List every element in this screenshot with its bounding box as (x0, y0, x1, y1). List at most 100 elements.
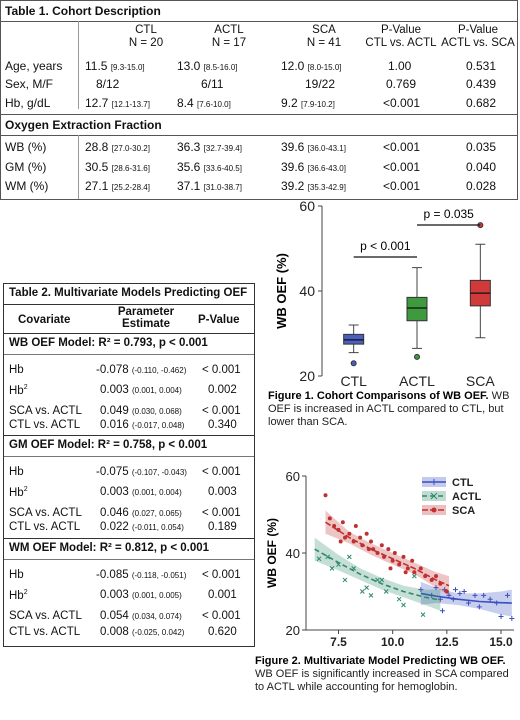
row-label: WB (%) (5, 140, 47, 154)
value: 39.2 (281, 179, 305, 193)
data-point (450, 596, 456, 602)
significance-label: p < 0.001 (360, 239, 411, 253)
legend-label: ACTL (452, 491, 482, 503)
estimate: 0.054 (100, 610, 129, 622)
data-point (457, 590, 463, 596)
range: [32.7-39.4] (203, 144, 242, 153)
data-point (420, 612, 426, 617)
value: 37.1 (177, 179, 201, 193)
value: 27.1 (85, 179, 109, 193)
p-value: 0.035 (466, 140, 497, 154)
row-label: WM (%) (5, 179, 49, 193)
data-point (509, 615, 515, 621)
data-point (418, 587, 424, 593)
y-tick-label: 60 (299, 198, 315, 214)
range: [7.6-10.0] (197, 100, 231, 109)
y-axis-label: WB OEF (%) (265, 518, 279, 588)
model-title: WM OEF Model: R² = 0.812, p < 0.001 (9, 542, 210, 554)
range: [8.0-15.0] (307, 63, 342, 72)
data-point (336, 562, 341, 567)
col-header-p1: P-Value CTL vs. ACTL (365, 24, 437, 49)
data-point (453, 587, 458, 593)
range: [28.6-31.6] (111, 164, 150, 173)
col-header-actl: ACTL N = 17 (211, 24, 247, 49)
p-value: 1.00 (388, 59, 412, 73)
data-point (401, 554, 406, 559)
data-point (487, 596, 493, 602)
ci: (-0.110, -0.462) (131, 366, 187, 375)
data-point (347, 531, 352, 536)
estimate: 0.003 (100, 384, 129, 396)
covariate: CTL vs. ACTL (9, 419, 81, 431)
legend-label: SCA (452, 505, 475, 517)
legend-marker (431, 479, 437, 485)
data-point (440, 608, 445, 614)
estimate: 0.022 (100, 521, 129, 533)
p-value: <0.001 (383, 179, 421, 193)
outlier-point (350, 360, 357, 367)
p-value: 0.769 (386, 77, 417, 91)
data-point (472, 592, 478, 598)
data-point (343, 535, 347, 540)
value: 12.0 (281, 59, 305, 73)
data-point (461, 589, 467, 594)
data-point (390, 558, 395, 563)
data-point (494, 600, 500, 606)
data-point (401, 602, 406, 608)
data-point (382, 554, 386, 559)
x-tick-label: 12.5 (435, 635, 459, 649)
row-label: Age, years (5, 59, 63, 73)
data-point (327, 516, 332, 521)
value: 30.5 (85, 160, 109, 174)
estimate: 0.016 (100, 419, 129, 431)
data-point (316, 556, 322, 562)
data-point (342, 577, 348, 583)
value: 9.2 (281, 96, 298, 110)
range: [35.3-42.9] (307, 183, 346, 192)
divider (4, 559, 254, 560)
model-title: GM OEF Model: R² = 0.758, p < 0.001 (9, 439, 208, 451)
col-header-ctl: CTL N = 20 (128, 24, 164, 49)
data-point (412, 570, 417, 575)
col-header-p2: P-Value ACTL vs. SCA (441, 24, 515, 49)
estimate: -0.075 (96, 466, 129, 478)
data-point (388, 566, 393, 571)
covariate: CTL vs. ACTL (9, 521, 81, 533)
table1-title: Table 1. Cohort Description (5, 4, 161, 18)
p-value: 0.439 (466, 77, 497, 91)
data-point (397, 562, 402, 567)
value: 39.6 (281, 140, 305, 154)
value: 28.8 (85, 140, 109, 154)
divider (4, 354, 254, 355)
covariate: SCA vs. ACTL (9, 610, 82, 622)
data-point (444, 589, 449, 594)
ci: (0.001, 0.004) (131, 488, 182, 497)
x-tick-label: 7.5 (330, 635, 347, 649)
data-point (396, 596, 402, 602)
data-point (364, 585, 370, 591)
data-point (366, 547, 371, 552)
x-tick-label: 10.0 (381, 635, 405, 649)
data-point (359, 589, 365, 594)
covariate: Hb (9, 569, 24, 581)
data-point (323, 493, 328, 498)
data-point (438, 581, 443, 586)
covariate: Hb (9, 466, 24, 478)
value: 8/12 (96, 77, 120, 91)
range: [31.0-38.7] (203, 183, 242, 192)
x-axis-label: Hemoglobin (g/dL) (357, 650, 463, 652)
p-value: 0.001 (208, 589, 237, 601)
fit-line-actl (314, 548, 441, 601)
p-value: 0.189 (208, 521, 237, 533)
covariate: SCA vs. ACTL (9, 405, 82, 417)
p-value: < 0.001 (202, 610, 241, 622)
data-point (375, 551, 380, 555)
y-tick-label: 40 (286, 546, 300, 561)
data-point (351, 566, 357, 571)
data-point (405, 566, 410, 571)
data-point (434, 574, 438, 579)
covariate: Hb2 (9, 384, 28, 397)
range: [9.3-15.0] (110, 63, 145, 72)
significance-label: p = 0.035 (423, 207, 474, 221)
figure2-scatter: 20 40 60 7.5 10.0 12.5 15.0 Hemoglobin (g/dL) WB… (265, 470, 515, 652)
